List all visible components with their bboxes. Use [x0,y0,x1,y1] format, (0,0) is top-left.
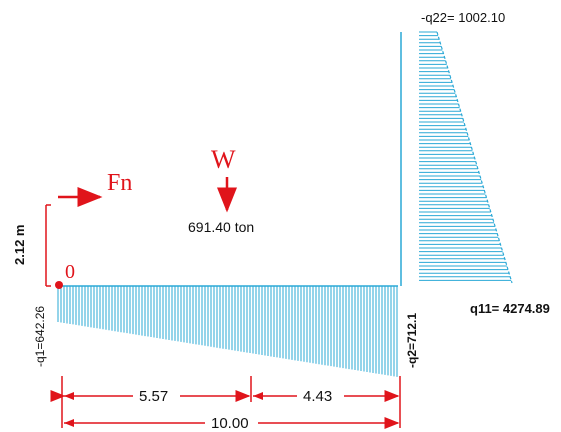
dim-right-start-arrow [253,392,263,400]
origin-label: 0 [65,261,75,283]
bottom-pressure-hatch [57,286,398,377]
w-label: W [211,145,236,174]
fn-label: Fn [107,170,132,196]
height-bracket [45,204,51,287]
dim-left-start-arrow [64,392,74,400]
q11-label: q11= 4274.89 [470,301,550,316]
dim-left-label: 5.57 [139,388,168,405]
side-pressure-hatch [419,31,513,284]
dimension-lines [50,376,401,429]
side-diagonal-line [436,31,513,284]
q1-label: -q1=642.26 [33,306,47,367]
q2-label: -q2=712.1 [405,313,419,368]
weight-label: 691.40 ton [188,219,254,235]
dim-total-start-arrow [64,419,74,427]
dim-total-label: 10.00 [211,415,249,432]
height-label: 2.12 m [12,225,27,265]
dim-right-label: 4.43 [303,388,332,405]
origin-point [55,281,63,289]
q22-label: -q22= 1002.10 [421,10,505,25]
